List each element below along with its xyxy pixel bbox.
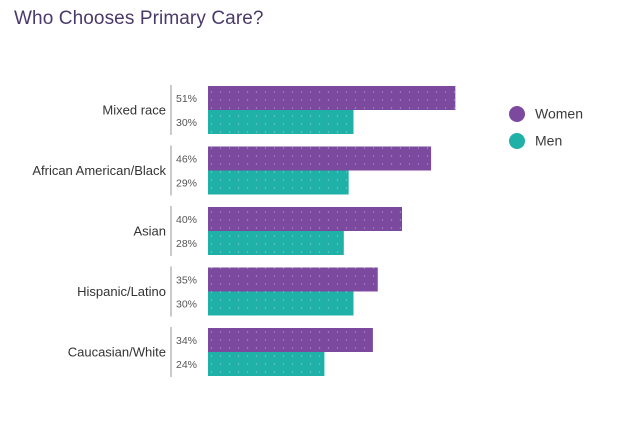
value-label-women: 51%: [176, 93, 197, 105]
category-label: African American/Black: [32, 163, 166, 178]
value-label-men: 30%: [176, 298, 197, 310]
legend-label-women: Women: [535, 106, 583, 122]
bar-women: [208, 86, 456, 110]
bar-men: [208, 291, 354, 316]
legend-label-men: Men: [535, 133, 562, 149]
value-label-men: 29%: [176, 177, 197, 189]
bar-women: [208, 207, 402, 231]
bar-women: [208, 146, 432, 171]
bar-women: [208, 267, 378, 292]
bar-men: [208, 170, 349, 195]
value-label-women: 40%: [176, 214, 197, 226]
value-label-men: 28%: [176, 238, 197, 250]
value-label-women: 46%: [176, 153, 197, 165]
bar-women: [208, 328, 373, 352]
chart-title: Who Chooses Primary Care?: [14, 8, 264, 29]
bar-men: [208, 352, 325, 376]
value-label-men: 24%: [176, 359, 197, 371]
category-label: Mixed race: [102, 102, 166, 117]
legend-swatch-women: [509, 106, 525, 122]
bar-men: [208, 231, 344, 255]
value-label-women: 34%: [176, 335, 197, 347]
value-label-men: 30%: [176, 117, 197, 129]
bar-men: [208, 110, 354, 134]
category-label: Caucasian/White: [68, 344, 166, 359]
category-label: Hispanic/Latino: [77, 284, 166, 299]
value-label-women: 35%: [176, 274, 197, 286]
legend-swatch-men: [509, 133, 525, 149]
category-label: Asian: [133, 223, 166, 238]
